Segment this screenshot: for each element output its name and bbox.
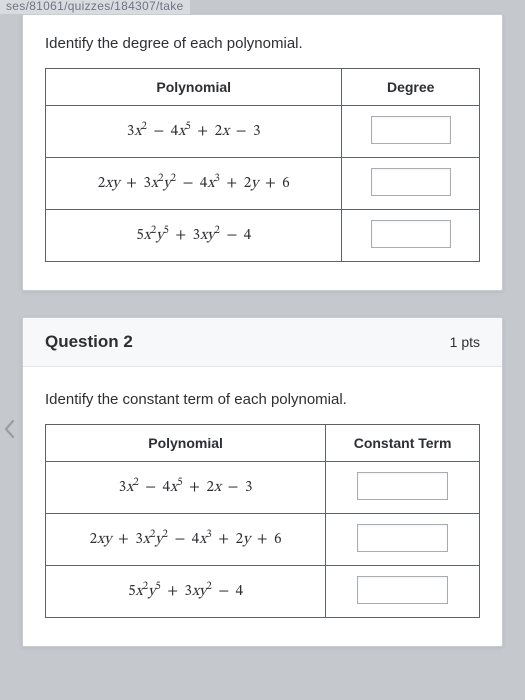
- degree-input[interactable]: [371, 116, 451, 144]
- polynomial-expression: 3x2 − 4x5 + 2x − 3: [119, 480, 253, 495]
- table-row: 2xy + 3x2y2 − 4x3 + 2y + 6: [46, 514, 480, 566]
- table-row: 3x2 − 4x5 + 2x − 3: [46, 462, 480, 514]
- polynomial-expression: 3x2 − 4x5 + 2x − 3: [127, 124, 261, 139]
- q1-header-degree: Degree: [342, 69, 480, 106]
- question-2-title: Question 2: [45, 332, 133, 352]
- q2-header-constant: Constant Term: [326, 425, 480, 462]
- prev-question-arrow-icon[interactable]: [1, 418, 19, 440]
- quiz-page: Identify the degree of each polynomial. …: [0, 0, 525, 661]
- question-1-prompt: Identify the degree of each polynomial.: [45, 35, 480, 52]
- polynomial-expression: 5x2y5 + 3xy2 − 4: [128, 584, 243, 599]
- question-2-header: Question 2 1 pts: [23, 318, 502, 367]
- table-row: 5x2y5 + 3xy2 − 4: [46, 210, 480, 262]
- table-row: 2xy + 3x2y2 − 4x3 + 2y + 6: [46, 158, 480, 210]
- table-row: 5x2y5 + 3xy2 − 4: [46, 566, 480, 618]
- degree-input[interactable]: [371, 168, 451, 196]
- question-2-card: Question 2 1 pts Identify the constant t…: [22, 317, 503, 647]
- constant-input[interactable]: [357, 524, 447, 552]
- question-2-table: Polynomial Constant Term 3x2 − 4x5 + 2x …: [45, 424, 480, 618]
- constant-input[interactable]: [357, 576, 447, 604]
- degree-input[interactable]: [371, 220, 451, 248]
- question-2-points: 1 pts: [450, 334, 480, 350]
- polynomial-expression: 5x2y5 + 3xy2 − 4: [136, 228, 251, 243]
- question-1-table: Polynomial Degree 3x2 − 4x5 + 2x − 3 2xy…: [45, 68, 480, 262]
- polynomial-expression: 2xy + 3x2y2 − 4x3 + 2y + 6: [98, 176, 290, 191]
- url-fragment: ses/81061/quizzes/184307/take: [0, 0, 190, 14]
- question-2-prompt: Identify the constant term of each polyn…: [45, 391, 480, 408]
- constant-input[interactable]: [357, 472, 447, 500]
- q1-header-polynomial: Polynomial: [46, 69, 342, 106]
- question-1-card: Identify the degree of each polynomial. …: [22, 14, 503, 291]
- table-row: 3x2 − 4x5 + 2x − 3: [46, 106, 480, 158]
- polynomial-expression: 2xy + 3x2y2 − 4x3 + 2y + 6: [90, 532, 282, 547]
- q2-header-polynomial: Polynomial: [46, 425, 326, 462]
